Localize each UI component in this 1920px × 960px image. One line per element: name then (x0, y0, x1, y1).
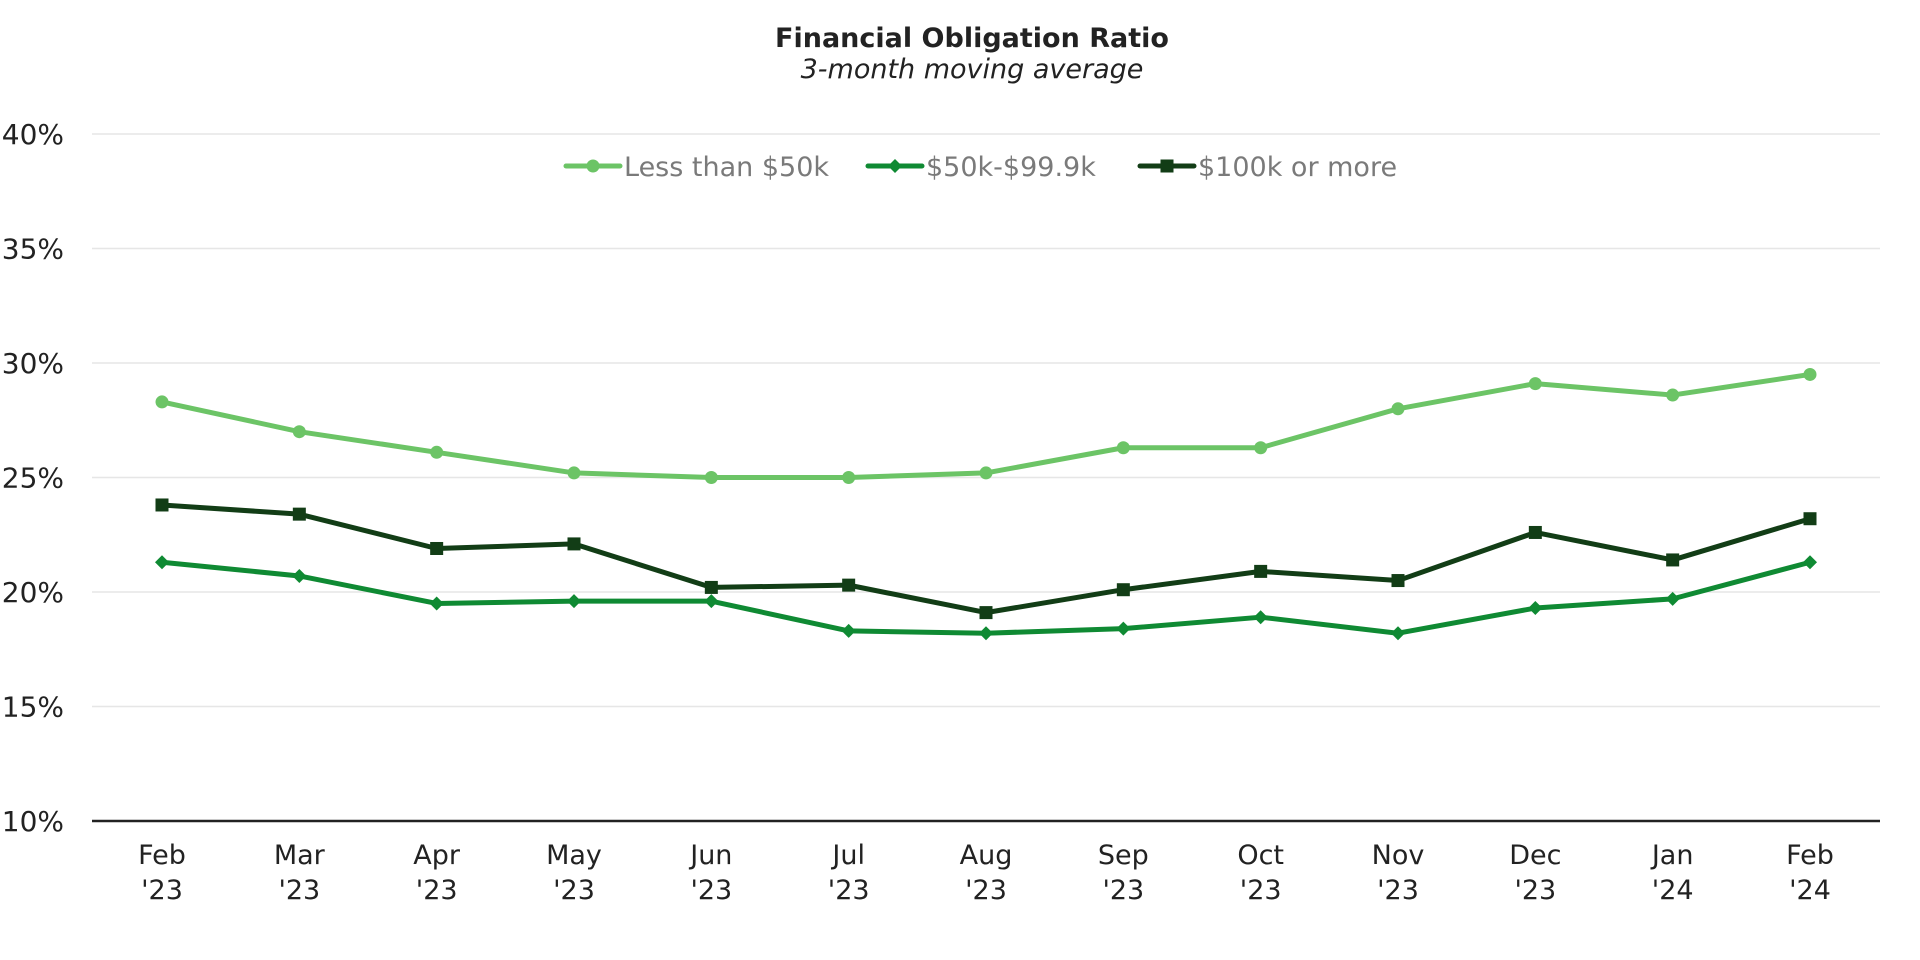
x-tick-label: Mar '23 (274, 840, 326, 906)
data-point (1528, 601, 1543, 616)
x-tick-label: Feb '23 (138, 840, 186, 906)
data-point (1116, 441, 1130, 455)
series-3 (155, 498, 1817, 620)
y-axis-tick-labels: 10% 15% 20% 25% 30% 35% 40% (2, 118, 64, 838)
series-line (159, 371, 1813, 480)
data-point (1254, 564, 1268, 578)
legend-swatch-marker (586, 159, 600, 173)
data-point (1116, 583, 1130, 597)
data-point (704, 580, 718, 594)
series-line (159, 559, 1813, 636)
data-point (842, 578, 856, 592)
x-tick-label: May '23 (546, 840, 602, 906)
data-point (155, 395, 169, 409)
x-tick-label: Sep '23 (1098, 840, 1149, 906)
x-tick-label: Apr '23 (413, 840, 461, 906)
x-tick-label: Jul '23 (828, 840, 870, 906)
chart-title: Financial Obligation Ratio (775, 23, 1169, 54)
data-point (979, 466, 993, 480)
data-point (1528, 525, 1542, 539)
legend-item: $100k or more (1137, 152, 1397, 183)
x-tick-label: Nov '23 (1372, 840, 1425, 906)
data-point (1666, 388, 1680, 402)
legend: Less than $50k $50k-$99.9k $100k or more (563, 152, 1397, 183)
y-tick-label: 10% (2, 805, 64, 838)
data-point (704, 594, 719, 609)
x-tick-label: Jan '24 (1650, 840, 1694, 906)
data-point (292, 568, 307, 583)
data-point (567, 466, 581, 480)
data-point (1391, 402, 1405, 416)
data-point (1803, 512, 1817, 526)
legend-item: Less than $50k (563, 152, 829, 183)
x-tick-label: Feb '24 (1786, 840, 1834, 906)
data-point (842, 471, 856, 484)
data-point (1116, 621, 1131, 636)
data-point (155, 498, 169, 512)
series-1 (155, 367, 1817, 484)
y-tick-label: 25% (2, 462, 64, 495)
series-lines (155, 367, 1817, 641)
data-point (292, 507, 306, 521)
data-point (979, 626, 993, 641)
legend-swatch-marker (888, 159, 902, 173)
y-tick-label: 15% (2, 691, 64, 724)
data-point (430, 445, 444, 459)
y-tick-label: 35% (2, 233, 64, 266)
legend-label: $50k-$99.9k (926, 152, 1096, 183)
x-tick-label: Dec '23 (1509, 840, 1561, 906)
data-point (841, 623, 856, 638)
series-2 (155, 555, 1817, 641)
data-point (979, 606, 993, 620)
data-point (1665, 591, 1680, 606)
data-point (1803, 555, 1817, 570)
legend-item: $50k-$99.9k (865, 152, 1096, 183)
data-point (1253, 610, 1268, 625)
legend-label: $100k or more (1198, 152, 1397, 183)
data-point (1803, 367, 1817, 381)
data-point (1391, 574, 1405, 588)
data-point (1528, 377, 1542, 391)
data-point (155, 555, 169, 570)
data-point (292, 425, 306, 439)
y-tick-label: 40% (2, 118, 64, 151)
data-point (429, 596, 444, 611)
x-tick-label: Oct '23 (1237, 840, 1284, 906)
data-point (430, 541, 444, 555)
data-point (704, 471, 718, 484)
legend-swatch-marker (1160, 159, 1174, 173)
data-point (1254, 441, 1268, 455)
y-tick-label: 30% (2, 347, 64, 380)
y-tick-label: 20% (2, 576, 64, 609)
data-point (567, 537, 581, 551)
data-point (1391, 626, 1405, 641)
data-point (567, 594, 581, 609)
x-tick-label: Aug '23 (960, 840, 1013, 906)
legend-label: Less than $50k (624, 152, 829, 183)
x-axis-tick-labels: Feb '23 Mar '23 Apr '23 May '23 Jun '23 Jul '23 Aug '… (138, 840, 1834, 906)
x-tick-label: Jun '23 (688, 840, 732, 906)
data-point (1666, 553, 1680, 567)
chart-subtitle: 3-month moving average (801, 54, 1144, 85)
